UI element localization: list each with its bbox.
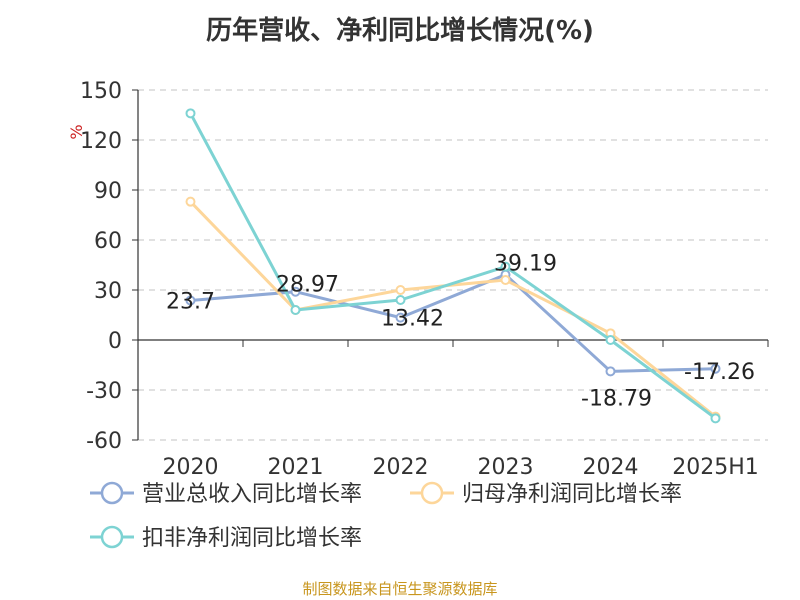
chart-title: 历年营收、净利同比增长情况(%)	[206, 16, 594, 46]
x-tick-label: 2023	[478, 455, 534, 480]
data-point	[395, 285, 406, 295]
data-label: 28.97	[276, 273, 339, 298]
data-labels: 23.7 28.97 13.42 39.19 -18.79 -17.26	[166, 252, 755, 412]
data-point	[710, 363, 721, 374]
data-point	[395, 312, 406, 323]
x-tick-label: 2021	[268, 455, 324, 480]
x-tick-label: 2025H1	[672, 455, 759, 480]
y-tick-label: 150	[80, 79, 122, 104]
legend-item-3: 扣非净利润同比增长率	[90, 525, 362, 551]
grid	[138, 89, 768, 441]
data-label: -17.26	[684, 360, 755, 385]
data-point	[185, 295, 196, 306]
legend-swatch-marker	[420, 481, 444, 505]
data-label: -18.79	[581, 386, 652, 411]
x-tick-label: 2022	[373, 455, 429, 480]
data-point	[395, 295, 406, 305]
data-source: 制图数据来自恒生聚源数据库	[302, 580, 498, 598]
legend-label: 营业总收入同比增长率	[142, 482, 362, 507]
x-tick-label: 2024	[583, 455, 639, 480]
data-point	[185, 108, 196, 119]
series-line-2	[189, 200, 717, 418]
y-tick-label: 120	[80, 129, 122, 154]
data-point	[290, 286, 301, 297]
data-point	[605, 366, 616, 377]
legend-swatch-marker	[100, 481, 124, 505]
data-point	[605, 335, 616, 345]
data-label: 39.19	[494, 252, 557, 277]
data-label: 13.42	[381, 307, 444, 332]
legend-label: 归母净利润同比增长率	[462, 482, 682, 507]
data-point	[500, 275, 511, 285]
y-tick-label: 30	[94, 279, 122, 304]
y-tick-label: -60	[86, 429, 122, 454]
y-tick-label: 90	[94, 179, 122, 204]
legend-label: 扣非净利润同比增长率	[142, 526, 362, 551]
y-tick-label: 60	[94, 229, 122, 254]
y-tick-label: -30	[86, 379, 122, 404]
legend-item-1: 营业总收入同比增长率	[90, 481, 362, 507]
y-axis-label: %	[67, 124, 86, 139]
series-layer	[185, 108, 721, 424]
data-point	[290, 305, 301, 315]
legend-item-2: 归母净利润同比增长率	[410, 481, 682, 507]
series-line-1	[190, 273, 716, 373]
x-tick-label: 2020	[163, 455, 219, 480]
series-line-3	[189, 112, 717, 420]
axes: 150 120 90 60 30 0 -30 -60% 2020 2021 2022 2023 2024…	[67, 79, 769, 480]
y-tick-label: 0	[108, 329, 122, 354]
data-point	[185, 196, 196, 207]
data-point	[500, 261, 511, 272]
legend-swatch-marker	[100, 525, 124, 549]
data-label: 23.7	[166, 290, 215, 315]
data-point	[710, 413, 721, 424]
